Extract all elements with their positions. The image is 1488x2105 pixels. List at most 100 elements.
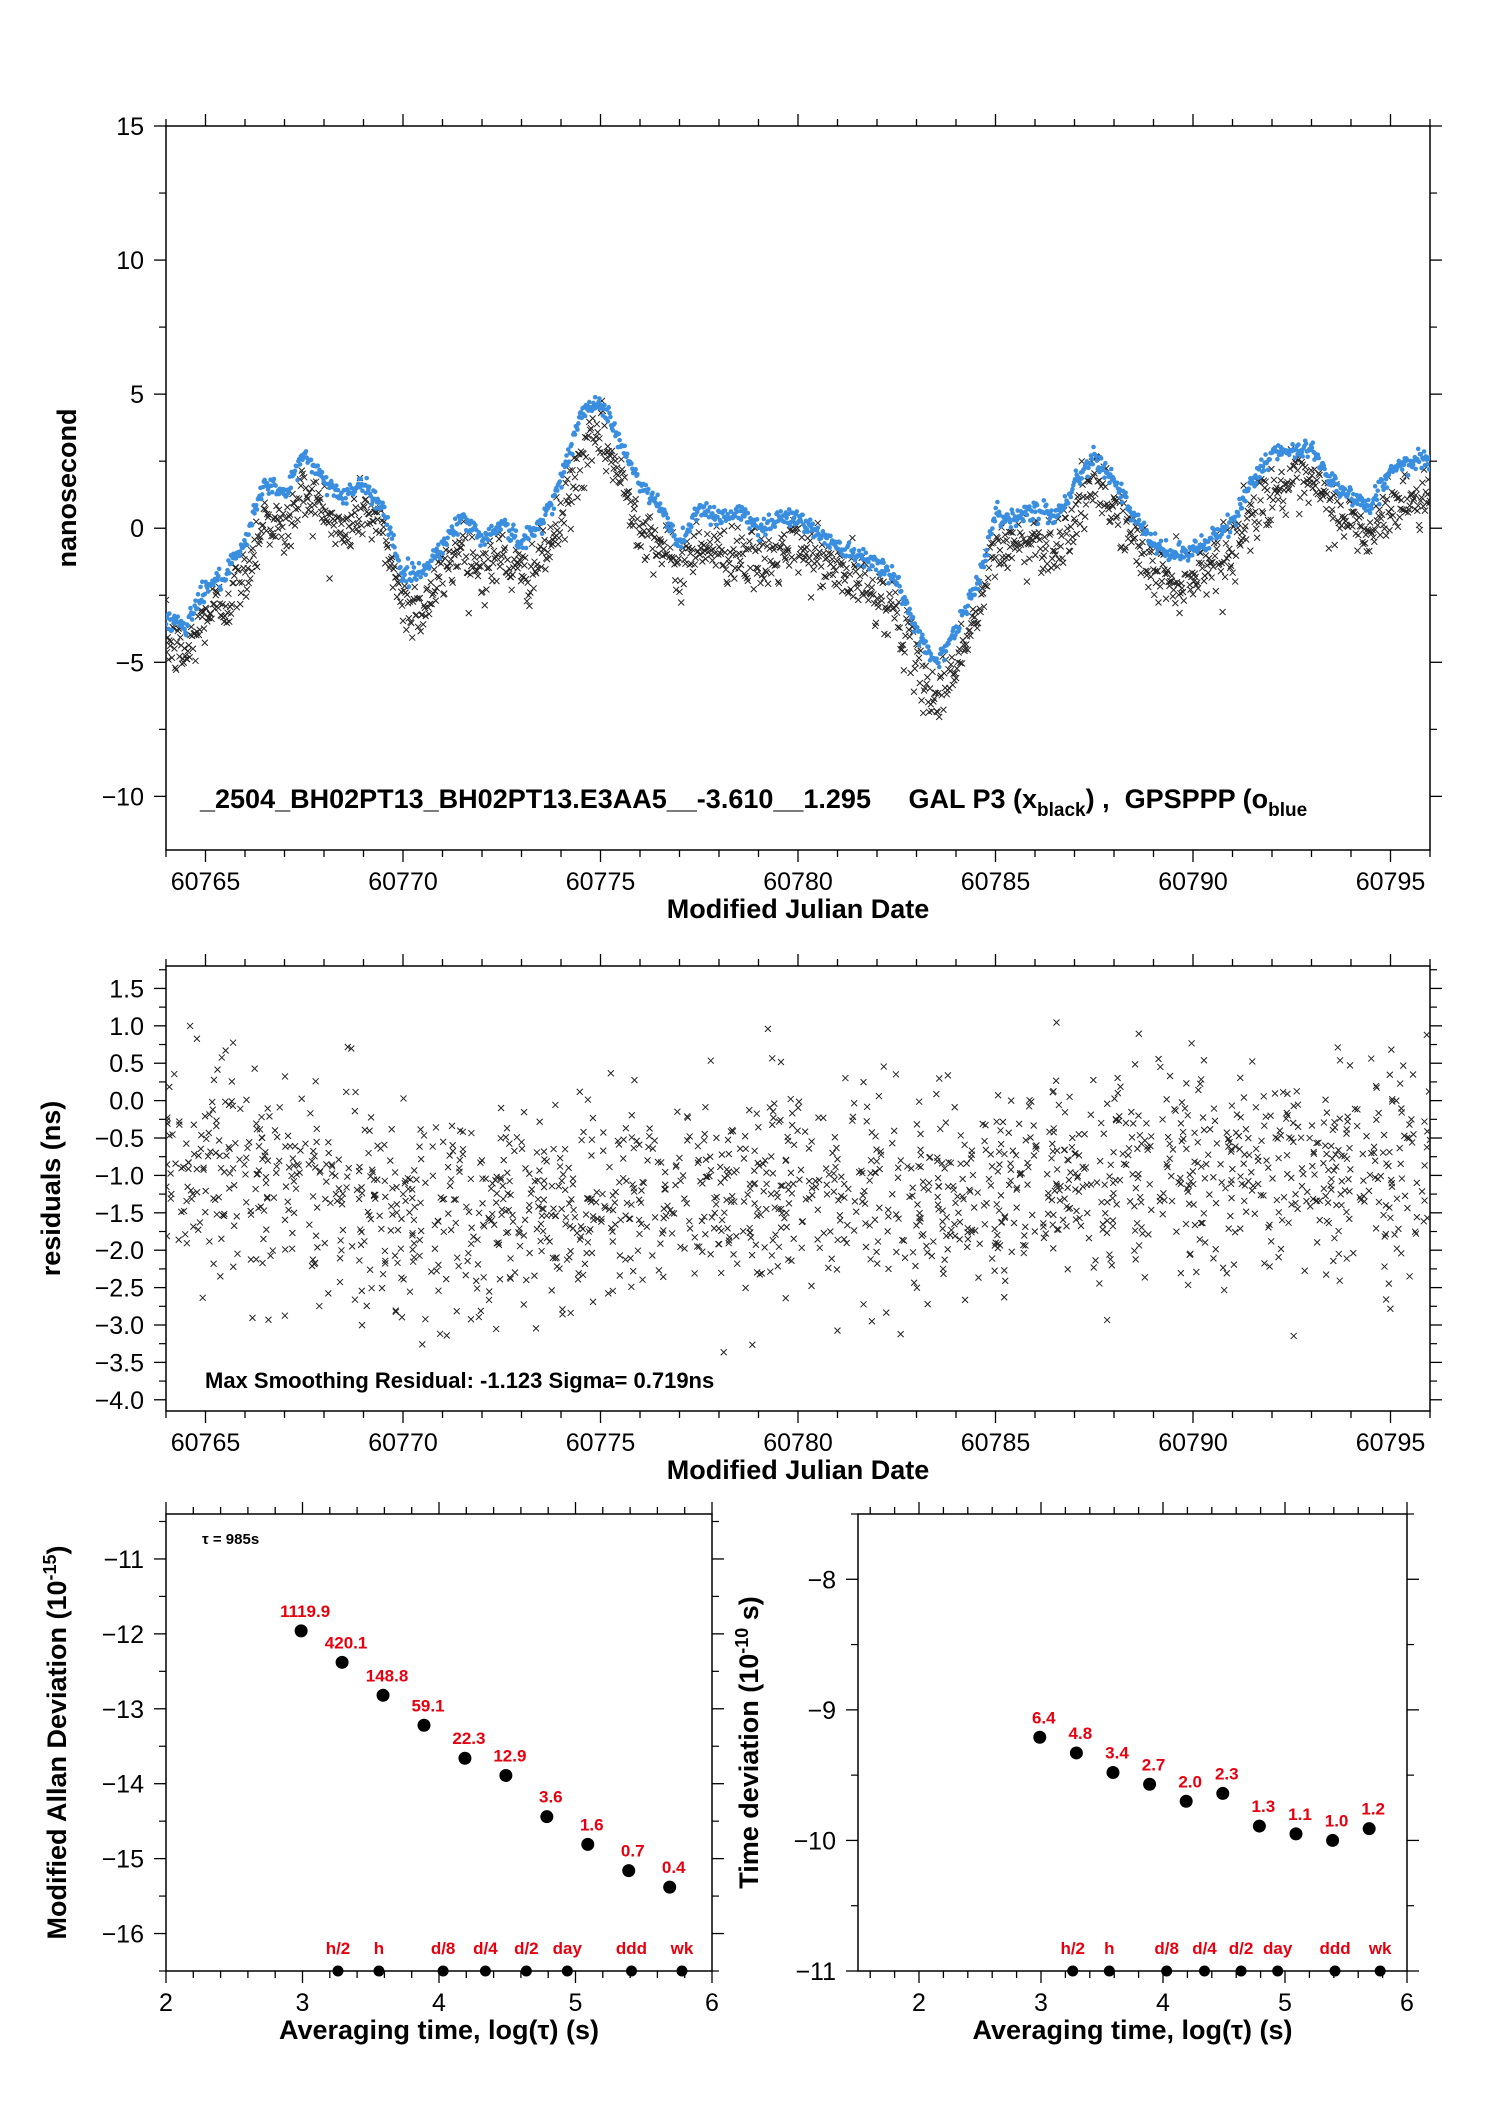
- blue-series-point: [414, 577, 419, 582]
- black-series-point: [749, 543, 757, 551]
- blue-series-point: [445, 535, 450, 541]
- blue-series-point: [591, 400, 596, 406]
- blue-series-point: [1426, 466, 1430, 472]
- residual-point: [367, 1215, 375, 1223]
- residual-point: [1178, 1099, 1186, 1106]
- residual-point: [558, 1177, 566, 1185]
- residual-point: [195, 1152, 202, 1159]
- blue-series-point: [983, 558, 988, 564]
- residual-point: [1387, 1214, 1394, 1222]
- residual-point: [718, 1151, 726, 1159]
- residual-point: [1252, 1103, 1260, 1111]
- residual-point: [1367, 1055, 1375, 1062]
- blue-series-point: [981, 564, 987, 570]
- residual-point: [1195, 1086, 1202, 1094]
- residual-point: [767, 1190, 775, 1198]
- residual-point: [677, 1177, 684, 1185]
- residual-point: [231, 1139, 239, 1147]
- residual-point: [305, 1221, 313, 1229]
- residual-point: [499, 1195, 507, 1203]
- y-tick-label: −1.5: [95, 1200, 144, 1228]
- black-series-point: [307, 508, 315, 516]
- x-tick-label: 60795: [1356, 1429, 1426, 1457]
- black-series-point: [1243, 515, 1251, 522]
- residual-point: [474, 1260, 482, 1268]
- black-series-point: [1042, 539, 1050, 547]
- residual-point: [1322, 1192, 1330, 1200]
- residual-point: [777, 1224, 785, 1232]
- residual-point: [607, 1069, 615, 1077]
- residual-point: [601, 1202, 608, 1210]
- x-axis-title: Modified Julian Date: [667, 1455, 930, 1485]
- residual-point: [1022, 1136, 1030, 1144]
- residual-point: [616, 1252, 624, 1259]
- blue-series-point: [566, 459, 572, 465]
- residual-point: [356, 1226, 364, 1233]
- black-series-point: [370, 517, 377, 525]
- residual-point: [185, 1159, 192, 1166]
- residual-point: [225, 1101, 233, 1109]
- residual-point: [1424, 1214, 1430, 1222]
- residual-point: [212, 1149, 220, 1157]
- black-series-point: [1195, 559, 1203, 567]
- residual-point: [993, 1118, 1000, 1126]
- blue-series-point: [768, 526, 773, 531]
- residual-point: [264, 1105, 272, 1112]
- residual-point: [444, 1210, 452, 1217]
- residual-point: [500, 1156, 508, 1164]
- blue-series-point: [985, 552, 990, 558]
- blue-series-point: [807, 517, 813, 522]
- residual-point: [851, 1198, 859, 1205]
- residual-point: [1413, 1179, 1421, 1187]
- residual-point: [181, 1230, 189, 1238]
- residual-point: [312, 1232, 320, 1240]
- residual-point: [1008, 1248, 1016, 1256]
- residual-point: [995, 1207, 1003, 1214]
- residual-point: [798, 1244, 806, 1252]
- residual-point: [243, 1096, 250, 1104]
- black-series-point: [992, 553, 1000, 561]
- black-series-point: [374, 516, 382, 523]
- black-series-point: [1102, 483, 1109, 491]
- residual-point: [315, 1302, 323, 1310]
- residual-point: [729, 1127, 737, 1135]
- black-series-point: [418, 611, 426, 618]
- residual-point: [677, 1243, 684, 1251]
- residual-point: [944, 1183, 952, 1191]
- black-series-point: [439, 580, 446, 587]
- residual-point: [703, 1173, 711, 1181]
- residual-point: [662, 1186, 669, 1193]
- black-series-point: [1143, 571, 1151, 579]
- black-series-point: [1113, 512, 1121, 520]
- residual-point: [1110, 1148, 1117, 1156]
- black-series-point: [1276, 485, 1284, 492]
- blue-series-point: [391, 532, 396, 538]
- residual-point: [528, 1186, 536, 1193]
- blue-series-point: [1119, 500, 1125, 505]
- residual-point: [849, 1113, 857, 1121]
- residual-point: [1139, 1230, 1146, 1237]
- residual-point: [337, 1237, 345, 1244]
- residual-point: [190, 1150, 198, 1158]
- mdev-time-marker-label: h/2: [326, 1939, 351, 1958]
- residual-point: [963, 1243, 971, 1251]
- residual-point: [478, 1157, 486, 1164]
- residual-point: [1077, 1222, 1085, 1230]
- residual-point: [1379, 1149, 1387, 1157]
- residual-point: [506, 1177, 513, 1185]
- blue-series-point: [198, 584, 203, 590]
- residual-point: [763, 1169, 770, 1176]
- residual-point: [589, 1212, 597, 1220]
- residual-point: [516, 1242, 524, 1250]
- residual-point: [562, 1214, 570, 1221]
- black-series-point: [619, 469, 627, 477]
- residual-point: [1019, 1241, 1027, 1249]
- residual-point: [1335, 1250, 1343, 1258]
- residual-point: [1200, 1056, 1208, 1064]
- residual-point: [1382, 1296, 1390, 1303]
- residual-point: [207, 1148, 214, 1155]
- residual-point: [1349, 1249, 1357, 1257]
- residual-point: [455, 1262, 463, 1270]
- residual-point: [184, 1183, 192, 1191]
- residual-point: [247, 1211, 255, 1219]
